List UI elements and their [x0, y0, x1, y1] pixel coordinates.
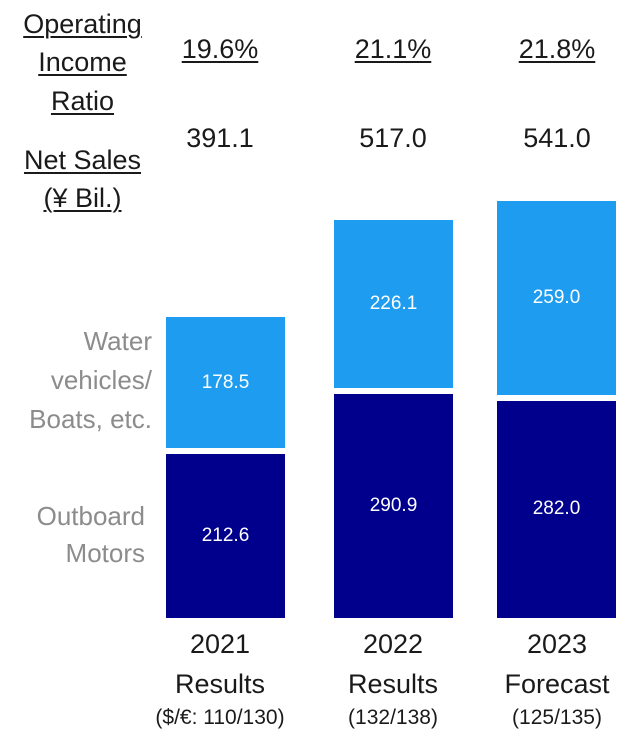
x-label-2022-sub: Results: [347, 669, 439, 699]
bar-water-vehicles-2021: [166, 316, 285, 449]
net-sales-value-2022: 517.0: [359, 123, 427, 153]
bar-outboard-motors-2022: [334, 394, 453, 618]
bar-water-vehicles-2022: [334, 219, 453, 388]
ratio-value-2022: 21.1%: [354, 34, 432, 64]
x-label-2022-year: 2022: [362, 629, 424, 659]
net-sales-value-2021: 391.1: [186, 123, 254, 153]
bar-value-water-vehicles-2023: 259.0: [532, 287, 581, 309]
net-sales-value-2023: 541.0: [523, 123, 591, 153]
bar-water-vehicles-2023: [497, 201, 616, 395]
x-label-2021-fx: ($/€: 110/130): [155, 706, 285, 729]
operating-income-ratio-label-line1: Operating: [23, 9, 142, 39]
x-label-2022-fx: (132/138): [348, 706, 438, 729]
x-label-2023-fx: (125/135): [512, 706, 602, 729]
bar-outboard-motors-2023: [497, 400, 616, 618]
legend-water-vehicles-line2: vehicles/: [50, 365, 152, 395]
legend-outboard-motors-line1: Outboard: [36, 501, 145, 531]
bar-value-outboard-motors-2022: 290.9: [369, 495, 418, 516]
legend-outboard-motors-line2: Motors: [65, 538, 145, 568]
operating-income-ratio-label-line3: Ratio: [50, 86, 115, 116]
operating-income-ratio-label-line2: Income: [38, 47, 127, 77]
bar-outboard-motors-2021: [166, 454, 285, 618]
x-label-2021-sub: Results: [174, 669, 266, 699]
ratio-value-2021: 19.6%: [181, 34, 259, 64]
legend-water-vehicles-line3: Boats, etc.: [29, 404, 152, 434]
net-sales-label-line2: (¥ Bil.): [43, 183, 122, 213]
bar-value-water-vehicles-2021: 178.5: [201, 371, 250, 393]
net-sales-label-line1: Net Sales: [23, 145, 142, 175]
bar-value-water-vehicles-2022: 226.1: [369, 292, 418, 314]
bar-value-outboard-motors-2021: 212.6: [201, 525, 250, 547]
bar-value-outboard-motors-2023: 282.0: [532, 498, 581, 520]
ratio-value-2023: 21.8%: [518, 34, 596, 64]
legend-water-vehicles-line1: Water: [83, 326, 152, 356]
x-label-2023-sub: Forecast: [504, 669, 610, 699]
x-label-2021-year: 2021: [189, 629, 251, 659]
x-label-2023-year: 2023: [526, 629, 588, 659]
